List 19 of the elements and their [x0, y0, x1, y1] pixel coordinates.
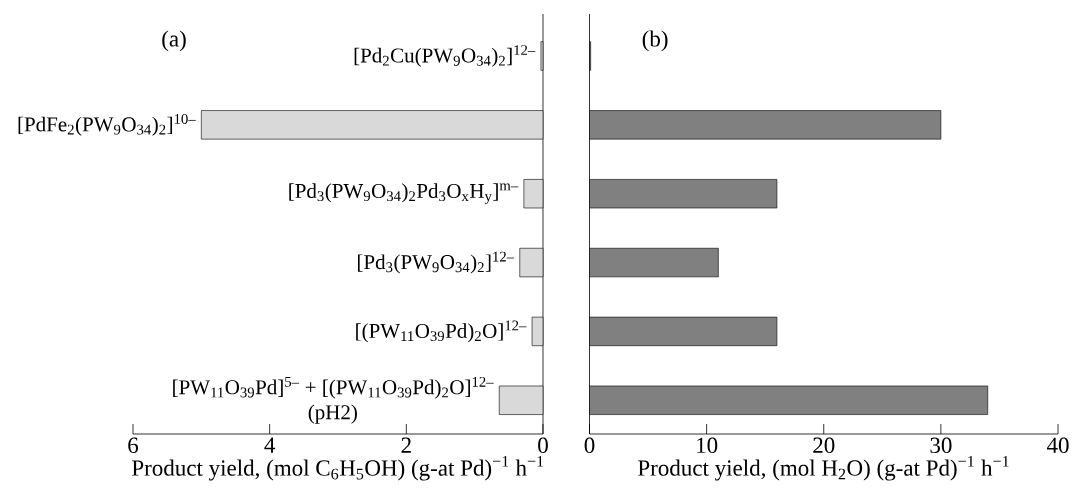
text: (a) [162, 30, 186, 52]
x-tick-label: 20 [813, 437, 835, 454]
x-tick-label: 0 [584, 437, 595, 454]
category-label: [PdFe$_{2}$(PW$_{9}$O$_{34}$)$_{2}$]$^{10–}$ [18, 113, 196, 136]
x-axis-title: Product yield, (mol H$_{2}$O) (g-at Pd)$^{−1}$ h$^{−1}$ [638, 455, 1009, 481]
category-label: [PW$_{11}$O$_{39}$Pd]$^{5–}$ + [(PW$_{11}$O$_{39}$Pd)$_{2}$O]$^{12–}$ (pH2) [173, 376, 494, 424]
category-label: [Pd$_{2}$Cu(PW$_{9}$O$_{34}$)$_{2}$]$^{12–}$ [354, 45, 536, 67]
category-label: [Pd$_{3}$(PW$_{9}$O$_{34}$)$_{2}$]$^{12–}$ [357, 251, 515, 274]
x-tick-label: 40 [1046, 437, 1069, 454]
y-tick-label: [(PW$_{11}$O$_{39}$Pd)$_{2}$O]$^{12–}$ [356, 320, 527, 343]
x-tick-label: 10 [697, 437, 718, 454]
text: (b) [642, 30, 668, 52]
x-tick-label: 0 [538, 437, 548, 454]
category-label: [Pd$_{3}$(PW$_{9}$O$_{34}$)$_{2}$Pd$_{3}$O$_{x}$H$_{y}$]$^{m–}$ [289, 183, 519, 205]
x-tick-label: 4 [264, 437, 276, 453]
x-axis-title: Product yield, (mol C$_{6}$H$_{5}$OH) (g-at Pd)$^{−1}$ h$^{−1}$ [132, 455, 544, 481]
x-tick-label: 6 [128, 437, 139, 453]
x-tick-label: 30 [930, 437, 952, 454]
x-tick-label: 2 [401, 437, 411, 453]
